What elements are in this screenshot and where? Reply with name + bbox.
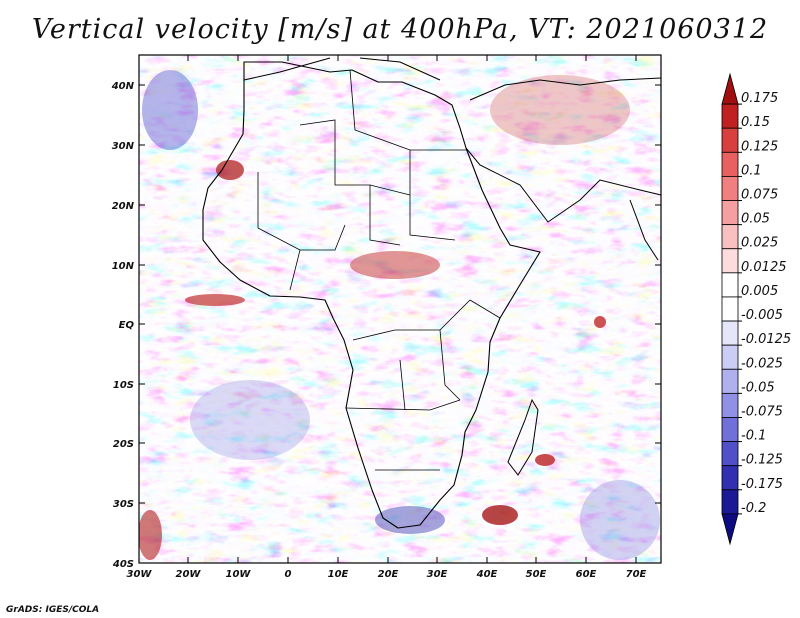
lon-labels: 30W 20W 10W 0 10E 20E 30E 40E 50E 60E 70… [127,569,647,580]
colorbar-label: 0.1 [741,163,762,178]
colorbar-swatch [721,320,739,346]
colorbar-swatch [721,441,739,467]
colorbar-swatch [721,392,739,418]
lon-label: 10E [328,569,349,580]
colorbar-label: -0.2 [741,501,766,516]
arabia-and-europe-coast [243,57,662,261]
lon-ticks [187,55,637,563]
lat-label: 10S [113,380,134,391]
africa-coastline [202,61,541,529]
colorbar-swatch [721,248,739,274]
lat-label: 30N [112,141,135,152]
lat-label: 10N [112,261,135,272]
colorbar-label: -0.025 [741,356,783,371]
lat-label: 40N [111,81,135,92]
grads-credit: GrADS: IGES/COLA [6,605,100,615]
colorbar-label: 0.175 [741,91,778,106]
colorbar-label: 0.005 [741,284,778,299]
colorbar-swatch [721,368,739,394]
lat-ticks [139,84,661,504]
country-borders [257,69,501,471]
colorbar-swatch [721,103,739,129]
colorbar-label: 0.025 [741,236,778,251]
colorbar-swatch [721,151,739,177]
colorbar-swatch [721,200,739,226]
lat-label: 20S [113,439,134,450]
colorbar-swatch [721,465,739,491]
colorbar-swatch [721,417,739,442]
lon-label: 20W [176,569,202,580]
colorbar-label: -0.1 [741,429,766,444]
colorbar-label: -0.05 [741,380,775,395]
colorbar-swatch [721,513,739,546]
colorbar-label: 0.125 [741,139,778,154]
madagascar [507,398,539,476]
lon-label: 30E [427,569,448,580]
colorbar-swatch [721,272,739,298]
colorbar-swatch [721,489,739,515]
lon-label: 10W [226,569,252,580]
lat-label: 30S [113,499,134,510]
colorbar: 0.175 0.15 0.125 0.1 0.075 0.05 0.025 0.0125 0.0… [721,72,791,546]
velocity-field [139,55,661,563]
colorbar-label: -0.0125 [741,332,791,347]
lat-label: 40S [112,559,134,570]
lon-label: 40E [476,569,498,580]
lat-label: EQ [119,320,135,331]
map-frame [138,54,662,564]
map-title: Vertical velocity [m/s] at 400hPa, VT: 2… [31,14,769,45]
colorbar-label: 0.05 [741,212,770,227]
lon-label: 70E [626,569,647,580]
colorbar-swatch [721,224,739,250]
colorbar-label: -0.005 [741,308,783,323]
lon-label: 20E [378,569,399,580]
colorbar-label: -0.075 [741,404,783,419]
lon-label: 60E [576,569,597,580]
lat-label: 20N [112,201,135,212]
colorbar-swatch [721,72,739,105]
colorbar-label: 0.075 [741,188,778,203]
colorbar-swatch [721,344,739,370]
lat-labels: 40N 30N 20N 10N EQ 10S 20S 30S 40S [111,81,135,570]
colorbar-label: -0.175 [741,477,783,492]
colorbar-label: 0.15 [741,115,770,130]
colorbar-swatch [721,127,739,153]
lon-label: 0 [285,569,292,580]
colorbar-label: 0.0125 [741,260,787,275]
colorbar-swatch [721,296,739,322]
lon-label: 30W [127,569,153,580]
colorbar-label: -0.125 [741,453,783,468]
lon-label: 50E [526,569,547,580]
colorbar-swatch [721,176,739,201]
